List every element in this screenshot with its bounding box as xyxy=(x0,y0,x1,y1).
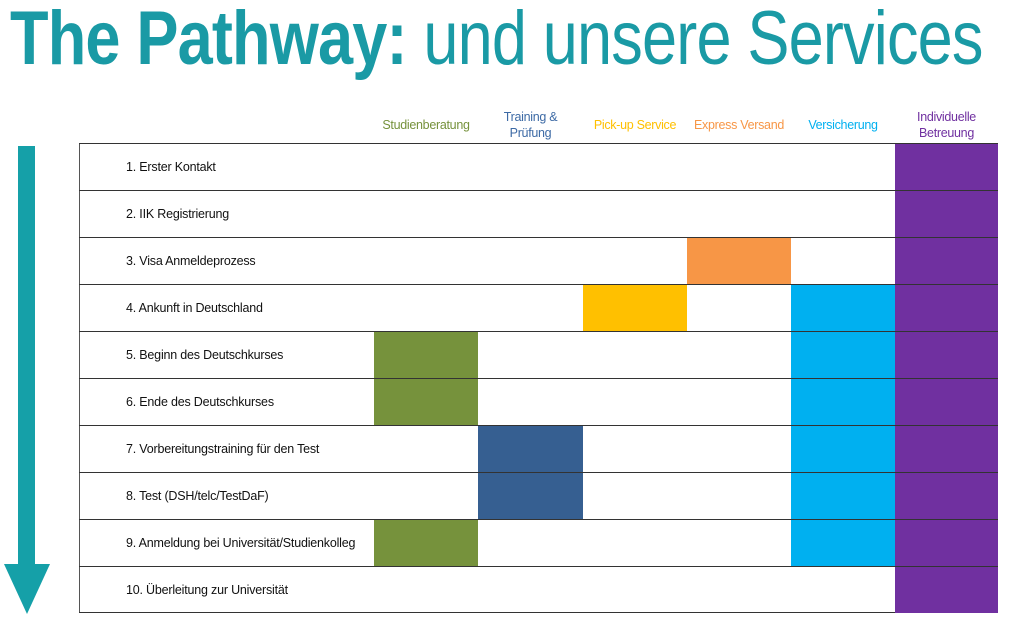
service-header-express: Express Versand xyxy=(694,118,784,132)
service-cell-versich xyxy=(791,520,895,566)
service-cell-indiv xyxy=(895,426,998,472)
table-row: 6. Ende des Deutschkurses xyxy=(79,378,998,425)
service-header-pickup: Pick-up Service xyxy=(593,118,677,132)
service-cell-studien xyxy=(374,332,478,378)
title-light: und unsere Services xyxy=(406,0,983,81)
table-row: 5. Beginn des Deutschkurses xyxy=(79,331,998,378)
service-cell-pickup xyxy=(583,285,687,331)
step-label: 1. Erster Kontakt xyxy=(126,160,216,174)
service-cell-training xyxy=(478,426,583,472)
step-label: 4. Ankunft in Deutschland xyxy=(126,301,263,315)
table-row: 4. Ankunft in Deutschland xyxy=(79,284,998,331)
step-label: 3. Visa Anmeldeprozess xyxy=(126,254,256,268)
step-label: 9. Anmeldung bei Universität/Studienkoll… xyxy=(126,536,356,550)
service-cell-indiv xyxy=(895,567,998,613)
service-cell-indiv xyxy=(895,379,998,425)
service-cell-express xyxy=(687,238,791,284)
service-cell-indiv xyxy=(895,332,998,378)
service-header-versich: Versicherung xyxy=(808,118,878,132)
page-title: The Pathway: und unsere Services xyxy=(10,0,983,82)
service-cell-studien xyxy=(374,520,478,566)
service-cell-indiv xyxy=(895,285,998,331)
service-header-training: Training & Prüfung xyxy=(503,110,558,140)
step-label: 2. IIK Registrierung xyxy=(126,207,229,221)
step-label: 8. Test (DSH/telc/TestDaF) xyxy=(126,489,269,503)
table-row: 3. Visa Anmeldeprozess xyxy=(79,237,998,284)
service-cell-versich xyxy=(791,379,895,425)
service-cell-indiv xyxy=(895,144,998,190)
table-row: 1. Erster Kontakt xyxy=(79,143,998,190)
step-label: 10. Überleitung zur Universität xyxy=(126,583,288,597)
service-cell-indiv xyxy=(895,238,998,284)
service-cell-indiv xyxy=(895,473,998,519)
service-header-studien: Studienberatung xyxy=(382,118,470,132)
service-cell-versich xyxy=(791,285,895,331)
table-row: 2. IIK Registrierung xyxy=(79,190,998,237)
service-cell-training xyxy=(478,473,583,519)
table-row: 7. Vorbereitungstraining für den Test xyxy=(79,425,998,472)
table-row: 9. Anmeldung bei Universität/Studienkoll… xyxy=(79,519,998,566)
step-label: 7. Vorbereitungstraining für den Test xyxy=(126,442,320,456)
service-cell-versich xyxy=(791,473,895,519)
step-label: 5. Beginn des Deutschkurses xyxy=(126,348,284,362)
service-header-indiv: Individuelle Betreuung xyxy=(917,110,976,140)
table-row: 10. Überleitung zur Universität xyxy=(79,566,998,613)
pathway-table: 1. Erster Kontakt 2. IIK Registrierung 3. … xyxy=(79,143,998,613)
table-row: 8. Test (DSH/telc/TestDaF) xyxy=(79,472,998,519)
service-cell-indiv xyxy=(895,520,998,566)
service-cell-indiv xyxy=(895,191,998,237)
title-bold: The Pathway: xyxy=(10,0,407,81)
timeline-down-arrow-icon xyxy=(4,146,50,614)
service-cell-studien xyxy=(374,379,478,425)
service-cell-versich xyxy=(791,426,895,472)
step-label: 6. Ende des Deutschkurses xyxy=(126,395,274,409)
service-cell-versich xyxy=(791,332,895,378)
